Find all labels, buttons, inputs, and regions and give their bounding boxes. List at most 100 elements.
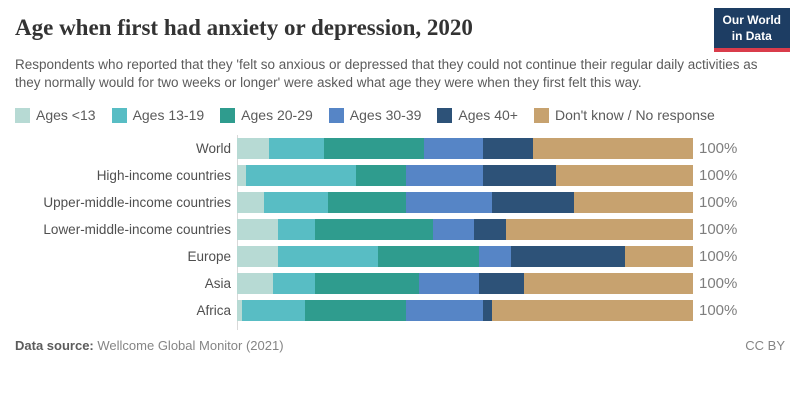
bar-segment[interactable] xyxy=(328,191,406,213)
row-label: Lower-middle-income countries xyxy=(43,221,231,237)
bar-segment[interactable] xyxy=(237,137,269,159)
chart-row: Africa 100% xyxy=(15,297,785,324)
row-total-label: 100% xyxy=(699,274,738,292)
bar-segment[interactable] xyxy=(478,272,525,294)
bar-segment[interactable] xyxy=(268,137,324,159)
stacked-bar xyxy=(237,164,693,186)
legend-label: Ages 13-19 xyxy=(132,107,205,124)
row-total-label: 100% xyxy=(699,220,738,238)
bar-segment[interactable] xyxy=(237,218,279,240)
legend-swatch xyxy=(15,107,30,123)
bar-segment[interactable] xyxy=(483,164,557,186)
bar-segment[interactable] xyxy=(278,218,315,240)
owid-logo[interactable]: Our World in Data xyxy=(713,8,790,53)
bar-segment[interactable] xyxy=(474,218,506,240)
chart-row: High-income countries 100% xyxy=(15,162,785,189)
row-total-label: 100% xyxy=(699,247,738,265)
stacked-bar xyxy=(237,299,693,321)
owid-logo-line1: Our World xyxy=(722,13,781,27)
bar-segment[interactable] xyxy=(483,299,493,321)
bar-segment[interactable] xyxy=(419,272,479,294)
stacked-bar xyxy=(237,245,693,267)
bar-segment[interactable] xyxy=(423,137,484,159)
page-title: Age when first had anxiety or depression… xyxy=(15,15,473,40)
bar-segment[interactable] xyxy=(278,245,379,267)
row-total-label: 100% xyxy=(699,166,738,184)
row-total-label: 100% xyxy=(699,301,738,319)
bar-segment[interactable] xyxy=(405,299,484,321)
legend-item[interactable]: Ages 30-39 xyxy=(328,104,422,126)
bar-segment[interactable] xyxy=(492,299,693,321)
bar-segment[interactable] xyxy=(246,164,356,186)
row-total-label: 100% xyxy=(699,193,738,211)
legend-item[interactable]: Ages <13 xyxy=(15,104,96,126)
bar-segment[interactable] xyxy=(355,164,406,186)
bar-segment[interactable] xyxy=(405,164,484,186)
legend-swatch xyxy=(328,107,344,123)
stacked-bar xyxy=(237,218,693,240)
bar-segment[interactable] xyxy=(237,245,279,267)
legend-label: Don't know / No response xyxy=(554,107,715,124)
chart-row: Lower-middle-income countries 100% xyxy=(15,216,785,243)
bar-segment[interactable] xyxy=(505,218,693,240)
chart-row: Asia 100% xyxy=(15,270,785,297)
legend-label: Ages 30-39 xyxy=(349,107,422,124)
row-label: Europe xyxy=(187,248,231,264)
owid-logo-line2: in Data xyxy=(731,28,772,43)
legend-label: Ages 40+ xyxy=(458,107,518,124)
chart-row: Upper-middle-income countries 100% xyxy=(15,189,785,216)
bar-segment[interactable] xyxy=(273,272,315,294)
stacked-bar xyxy=(237,137,693,159)
bar-segment[interactable] xyxy=(237,299,242,321)
legend-item[interactable]: Ages 20-29 xyxy=(220,104,313,126)
data-source-label: Data source: xyxy=(15,337,94,353)
bar-segment[interactable] xyxy=(237,164,247,186)
stacked-bar xyxy=(237,191,693,213)
chart-rows: World 100% High-income countries 100% Upper-… xyxy=(15,135,785,324)
legend-label: Ages 20-29 xyxy=(241,107,313,124)
legend-item[interactable]: Ages 40+ xyxy=(437,104,518,126)
bar-segment[interactable] xyxy=(305,299,406,321)
legend-item[interactable]: Don't know / No response xyxy=(533,104,715,126)
stacked-bar xyxy=(237,272,693,294)
bar-segment[interactable] xyxy=(323,137,424,159)
bar-segment[interactable] xyxy=(241,299,306,321)
legend: Ages <13 Ages 13-19 Ages 20-29 Ages 30-39 Ag… xyxy=(15,104,785,126)
data-source-value: Wellcome Global Monitor (2021) xyxy=(97,337,284,353)
row-label: High-income countries xyxy=(96,167,231,183)
legend-swatch xyxy=(220,107,236,123)
bar-segment[interactable] xyxy=(483,137,534,159)
bar-segment[interactable] xyxy=(237,191,265,213)
bar-segment[interactable] xyxy=(556,164,693,186)
chart-subtitle: Respondents who reported that they 'felt… xyxy=(15,56,758,91)
row-total-label: 100% xyxy=(699,139,738,157)
chart-area: World 100% High-income countries 100% Upper-… xyxy=(15,134,785,330)
bar-segment[interactable] xyxy=(624,245,693,267)
bar-segment[interactable] xyxy=(524,272,693,294)
bar-segment[interactable] xyxy=(574,191,693,213)
bar-segment[interactable] xyxy=(510,245,625,267)
row-label: Upper-middle-income countries xyxy=(43,194,231,210)
row-label: World xyxy=(195,140,231,156)
bar-segment[interactable] xyxy=(478,245,511,267)
chart-row: Europe 100% xyxy=(15,243,785,270)
row-label: Asia xyxy=(204,275,231,291)
legend-item[interactable]: Ages 13-19 xyxy=(111,104,205,126)
bar-segment[interactable] xyxy=(237,272,274,294)
bar-segment[interactable] xyxy=(433,218,475,240)
bar-segment[interactable] xyxy=(492,191,575,213)
license-badge[interactable]: CC BY xyxy=(745,337,785,353)
bar-segment[interactable] xyxy=(264,191,329,213)
legend-swatch xyxy=(533,107,549,123)
data-source: Data source: Wellcome Global Monitor (20… xyxy=(15,338,284,353)
legend-label: Ages <13 xyxy=(36,107,96,124)
bar-segment[interactable] xyxy=(314,272,420,294)
bar-segment[interactable] xyxy=(405,191,493,213)
bar-segment[interactable] xyxy=(314,218,434,240)
bar-segment[interactable] xyxy=(378,245,479,267)
row-label: Africa xyxy=(196,302,231,318)
legend-swatch xyxy=(437,107,453,123)
footer: Data source: Wellcome Global Monitor (20… xyxy=(15,338,785,353)
bar-segment[interactable] xyxy=(533,137,693,159)
